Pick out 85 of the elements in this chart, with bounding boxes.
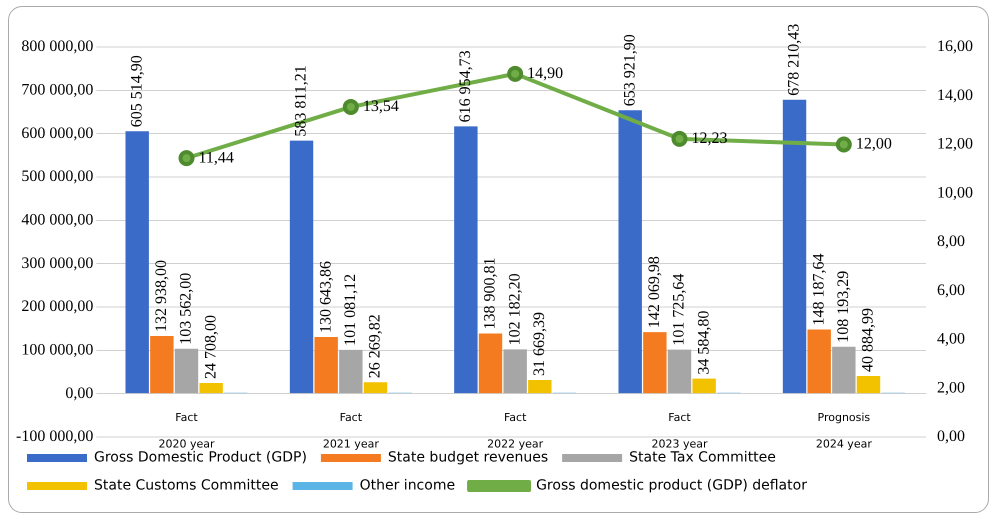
y2-tick-label: 16,00 <box>937 38 973 56</box>
x-tick-label: 2024 year <box>816 438 872 451</box>
data-label: 103 562,00 <box>178 272 195 345</box>
y2-tick-label: 6,00 <box>937 282 965 299</box>
x-tick-label: 2022 year <box>487 438 544 451</box>
point <box>836 136 852 152</box>
y2-tick-label: 10,00 <box>937 184 973 202</box>
bar <box>643 332 667 394</box>
bar <box>174 348 198 394</box>
data-label: 14,90 <box>527 65 564 82</box>
y-tick-label: 300 000,00 <box>21 254 94 272</box>
data-label: 101 725,64 <box>670 274 688 346</box>
point <box>178 150 194 166</box>
bar <box>618 110 642 394</box>
bar <box>528 380 552 394</box>
bar <box>692 378 716 394</box>
annotation: Fact <box>340 411 363 424</box>
y2-tick-label: 2,00 <box>937 379 965 396</box>
data-label: 101 081,12 <box>342 274 360 346</box>
annotation: Prognosis <box>818 411 870 424</box>
data-label: 142 069,98 <box>646 256 664 328</box>
data-label: 132 938,00 <box>153 260 170 332</box>
y-tick-label: 700 000,00 <box>21 82 94 99</box>
data-label: 31 669,39 <box>531 312 548 376</box>
data-label: 13,54 <box>362 98 399 116</box>
data-label: 148 187,64 <box>810 253 828 326</box>
point <box>672 130 688 147</box>
y-tick-label: 600 000,00 <box>21 124 94 142</box>
data-label: 12,00 <box>856 136 892 153</box>
legend-label: Other income <box>360 478 456 494</box>
data-label: 583 811,21 <box>292 65 310 137</box>
y2-tick-label: 14,00 <box>937 86 973 104</box>
y2-tick-label: 12,00 <box>937 136 973 153</box>
data-label: 26 269,82 <box>366 314 384 378</box>
data-label: 616 954,73 <box>457 50 474 122</box>
y-tick-label: 100 000,00 <box>21 342 94 359</box>
y2-tick-label: 0,00 <box>937 428 965 446</box>
y-tick-label: 0,00 <box>65 384 94 402</box>
bar <box>125 131 149 394</box>
bar <box>454 126 478 394</box>
bar <box>503 349 527 394</box>
data-label: 108 193,29 <box>835 270 852 343</box>
bar <box>856 376 880 394</box>
x-tick-label: 2020 year <box>158 438 215 451</box>
bar <box>150 336 174 394</box>
bar <box>807 329 831 394</box>
bar <box>782 100 806 394</box>
data-label: 130 643,86 <box>317 261 334 334</box>
legend-label: Gross Domestic Product (GDP) <box>94 450 307 466</box>
y-tick-label: -100 000,00 <box>16 428 94 446</box>
bar <box>339 350 363 394</box>
data-label: 653 921,90 <box>621 34 638 106</box>
bar <box>199 382 223 394</box>
bar <box>478 333 502 394</box>
data-label: 11,44 <box>198 149 234 166</box>
annotation: Fact <box>175 411 198 424</box>
legend-label: State budget revenues <box>388 450 548 466</box>
data-label: 12,23 <box>692 130 728 148</box>
y2-tick-label: 8,00 <box>937 233 965 250</box>
data-label: 40 884,99 <box>860 308 877 372</box>
annotation: Fact <box>668 411 692 424</box>
y-tick-label: 500 000,00 <box>21 168 94 186</box>
x-tick-label: 2021 year <box>322 438 380 451</box>
bar <box>668 350 692 394</box>
y2-tick-label: 4,00 <box>937 330 965 348</box>
data-label: 605 514,90 <box>128 55 146 128</box>
data-label: 34 584,80 <box>695 310 712 375</box>
x-tick-label: 2023 year <box>651 438 708 451</box>
point <box>342 98 359 115</box>
bar <box>832 346 856 394</box>
y-tick-label: 800 000,00 <box>21 38 94 56</box>
y-tick-label: 200 000,00 <box>21 298 94 316</box>
data-label: 102 182,20 <box>506 273 524 346</box>
legend-label: Gross domestic product (GDP) deflator <box>536 478 808 494</box>
y-tick-label: 400 000,00 <box>21 212 94 229</box>
data-label: 678 210,43 <box>786 24 803 96</box>
legend-label: State Tax Committee <box>629 450 776 466</box>
legend-label: State Customs Committee <box>94 478 279 494</box>
data-label: 138 900,81 <box>482 257 499 330</box>
point <box>507 66 524 82</box>
bar <box>290 140 314 394</box>
annotation: Fact <box>504 411 528 424</box>
bar <box>364 382 388 394</box>
data-label: 24 708,00 <box>202 314 220 379</box>
bar <box>314 337 338 394</box>
